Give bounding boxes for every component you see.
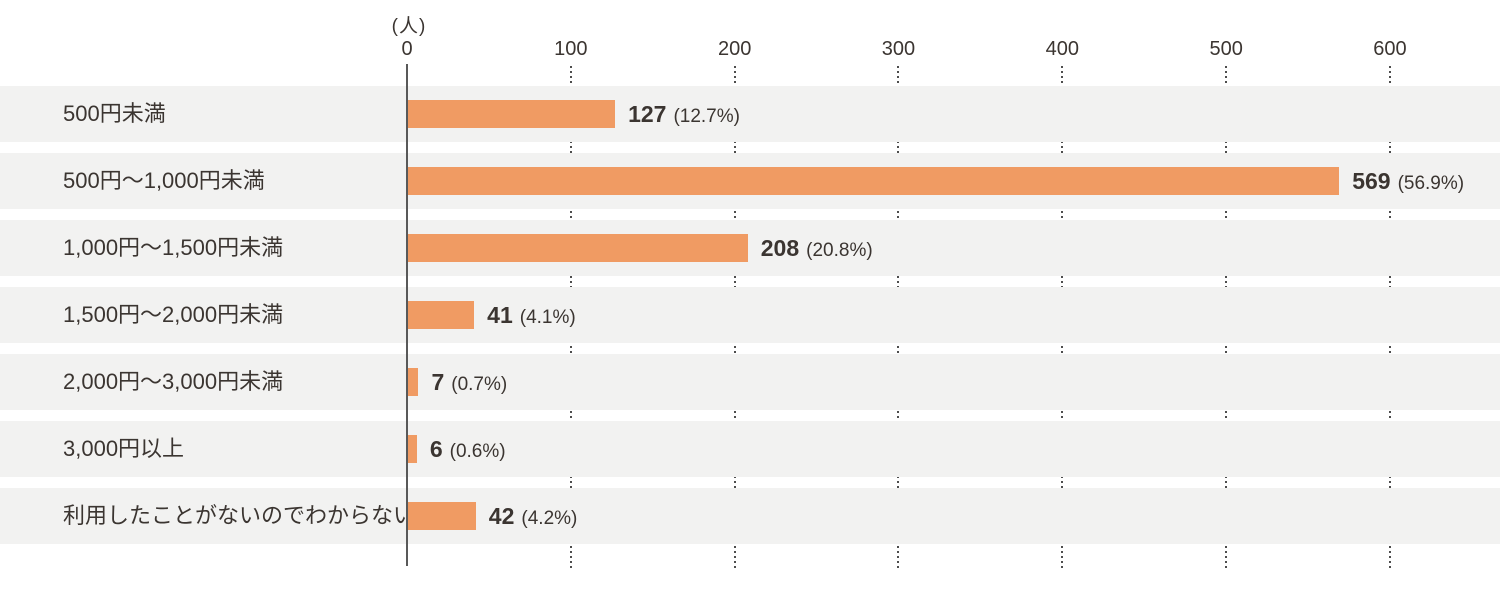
value-number: 7 — [431, 369, 445, 395]
value-percent: (12.7%) — [673, 106, 740, 127]
value-label: 569 (56.9%) — [1352, 153, 1464, 209]
value-number: 208 — [760, 235, 800, 261]
value-label: 208 (20.8%) — [761, 220, 873, 276]
category-label: 500円未満 — [63, 101, 166, 126]
bar — [407, 301, 475, 329]
value-number: 127 — [628, 101, 667, 127]
y-axis-line — [406, 64, 408, 566]
x-tick-label: 0 — [401, 38, 413, 60]
category-label: 利用したことがないのでわからない — [63, 503, 416, 528]
bar — [407, 502, 476, 530]
x-tick-label: 500 — [1209, 38, 1243, 60]
x-tick-label: 600 — [1373, 38, 1407, 60]
category-label: 3,000円以上 — [63, 436, 185, 461]
x-tick-label: 100 — [554, 38, 588, 60]
chart-row: 1,000円～1,500円未満 208 (20.8%) — [0, 220, 1500, 276]
value-label: 7 (0.7%) — [431, 354, 507, 410]
value-number: 42 — [488, 503, 515, 529]
value-percent: (4.1%) — [519, 307, 576, 328]
axis-unit-label: (人) — [391, 16, 427, 37]
value-number: 41 — [487, 302, 513, 328]
bar — [407, 435, 417, 463]
bar — [407, 368, 419, 396]
chart-row: 1,500円～2,000円未満 41 (4.1%) — [0, 287, 1500, 343]
value-label: 41 (4.1%) — [487, 287, 576, 343]
value-percent: (56.9%) — [1397, 173, 1465, 194]
value-percent: (0.6%) — [449, 441, 506, 462]
chart-row: 利用したことがないのでわからない 42 (4.2%) — [0, 488, 1500, 544]
chart-row: 2,000円～3,000円未満 7 (0.7%) — [0, 354, 1500, 410]
bar — [407, 167, 1340, 195]
value-number: 6 — [429, 436, 443, 462]
category-label: 2,000円～3,000円未満 — [63, 369, 284, 394]
bar — [407, 234, 748, 262]
chart-row: 3,000円以上 6 (0.6%) — [0, 421, 1500, 477]
value-percent: (4.2%) — [521, 508, 578, 529]
chart-rows: 500円未満 127 (12.7%) 500円～1,000円未満 569 (56.9… — [0, 86, 1500, 555]
category-label: 1,500円～2,000円未満 — [63, 302, 284, 327]
value-label: 127 (12.7%) — [628, 86, 740, 142]
value-percent: (0.7%) — [451, 374, 508, 395]
value-number: 569 — [1352, 168, 1391, 194]
x-tick-label: 300 — [881, 38, 916, 60]
value-label: 6 (0.6%) — [430, 421, 506, 477]
chart-row: 500円～1,000円未満 569 (56.9%) — [0, 153, 1500, 209]
category-label: 1,000円～1,500円未満 — [63, 235, 284, 260]
chart-row: 500円未満 127 (12.7%) — [0, 86, 1500, 142]
value-label: 42 (4.2%) — [489, 488, 578, 544]
bar — [407, 100, 616, 128]
x-tick-label: 200 — [717, 38, 752, 60]
category-label: 500円～1,000円未満 — [63, 168, 265, 193]
x-tick-label: 400 — [1045, 38, 1079, 60]
value-percent: (20.8%) — [806, 240, 873, 261]
